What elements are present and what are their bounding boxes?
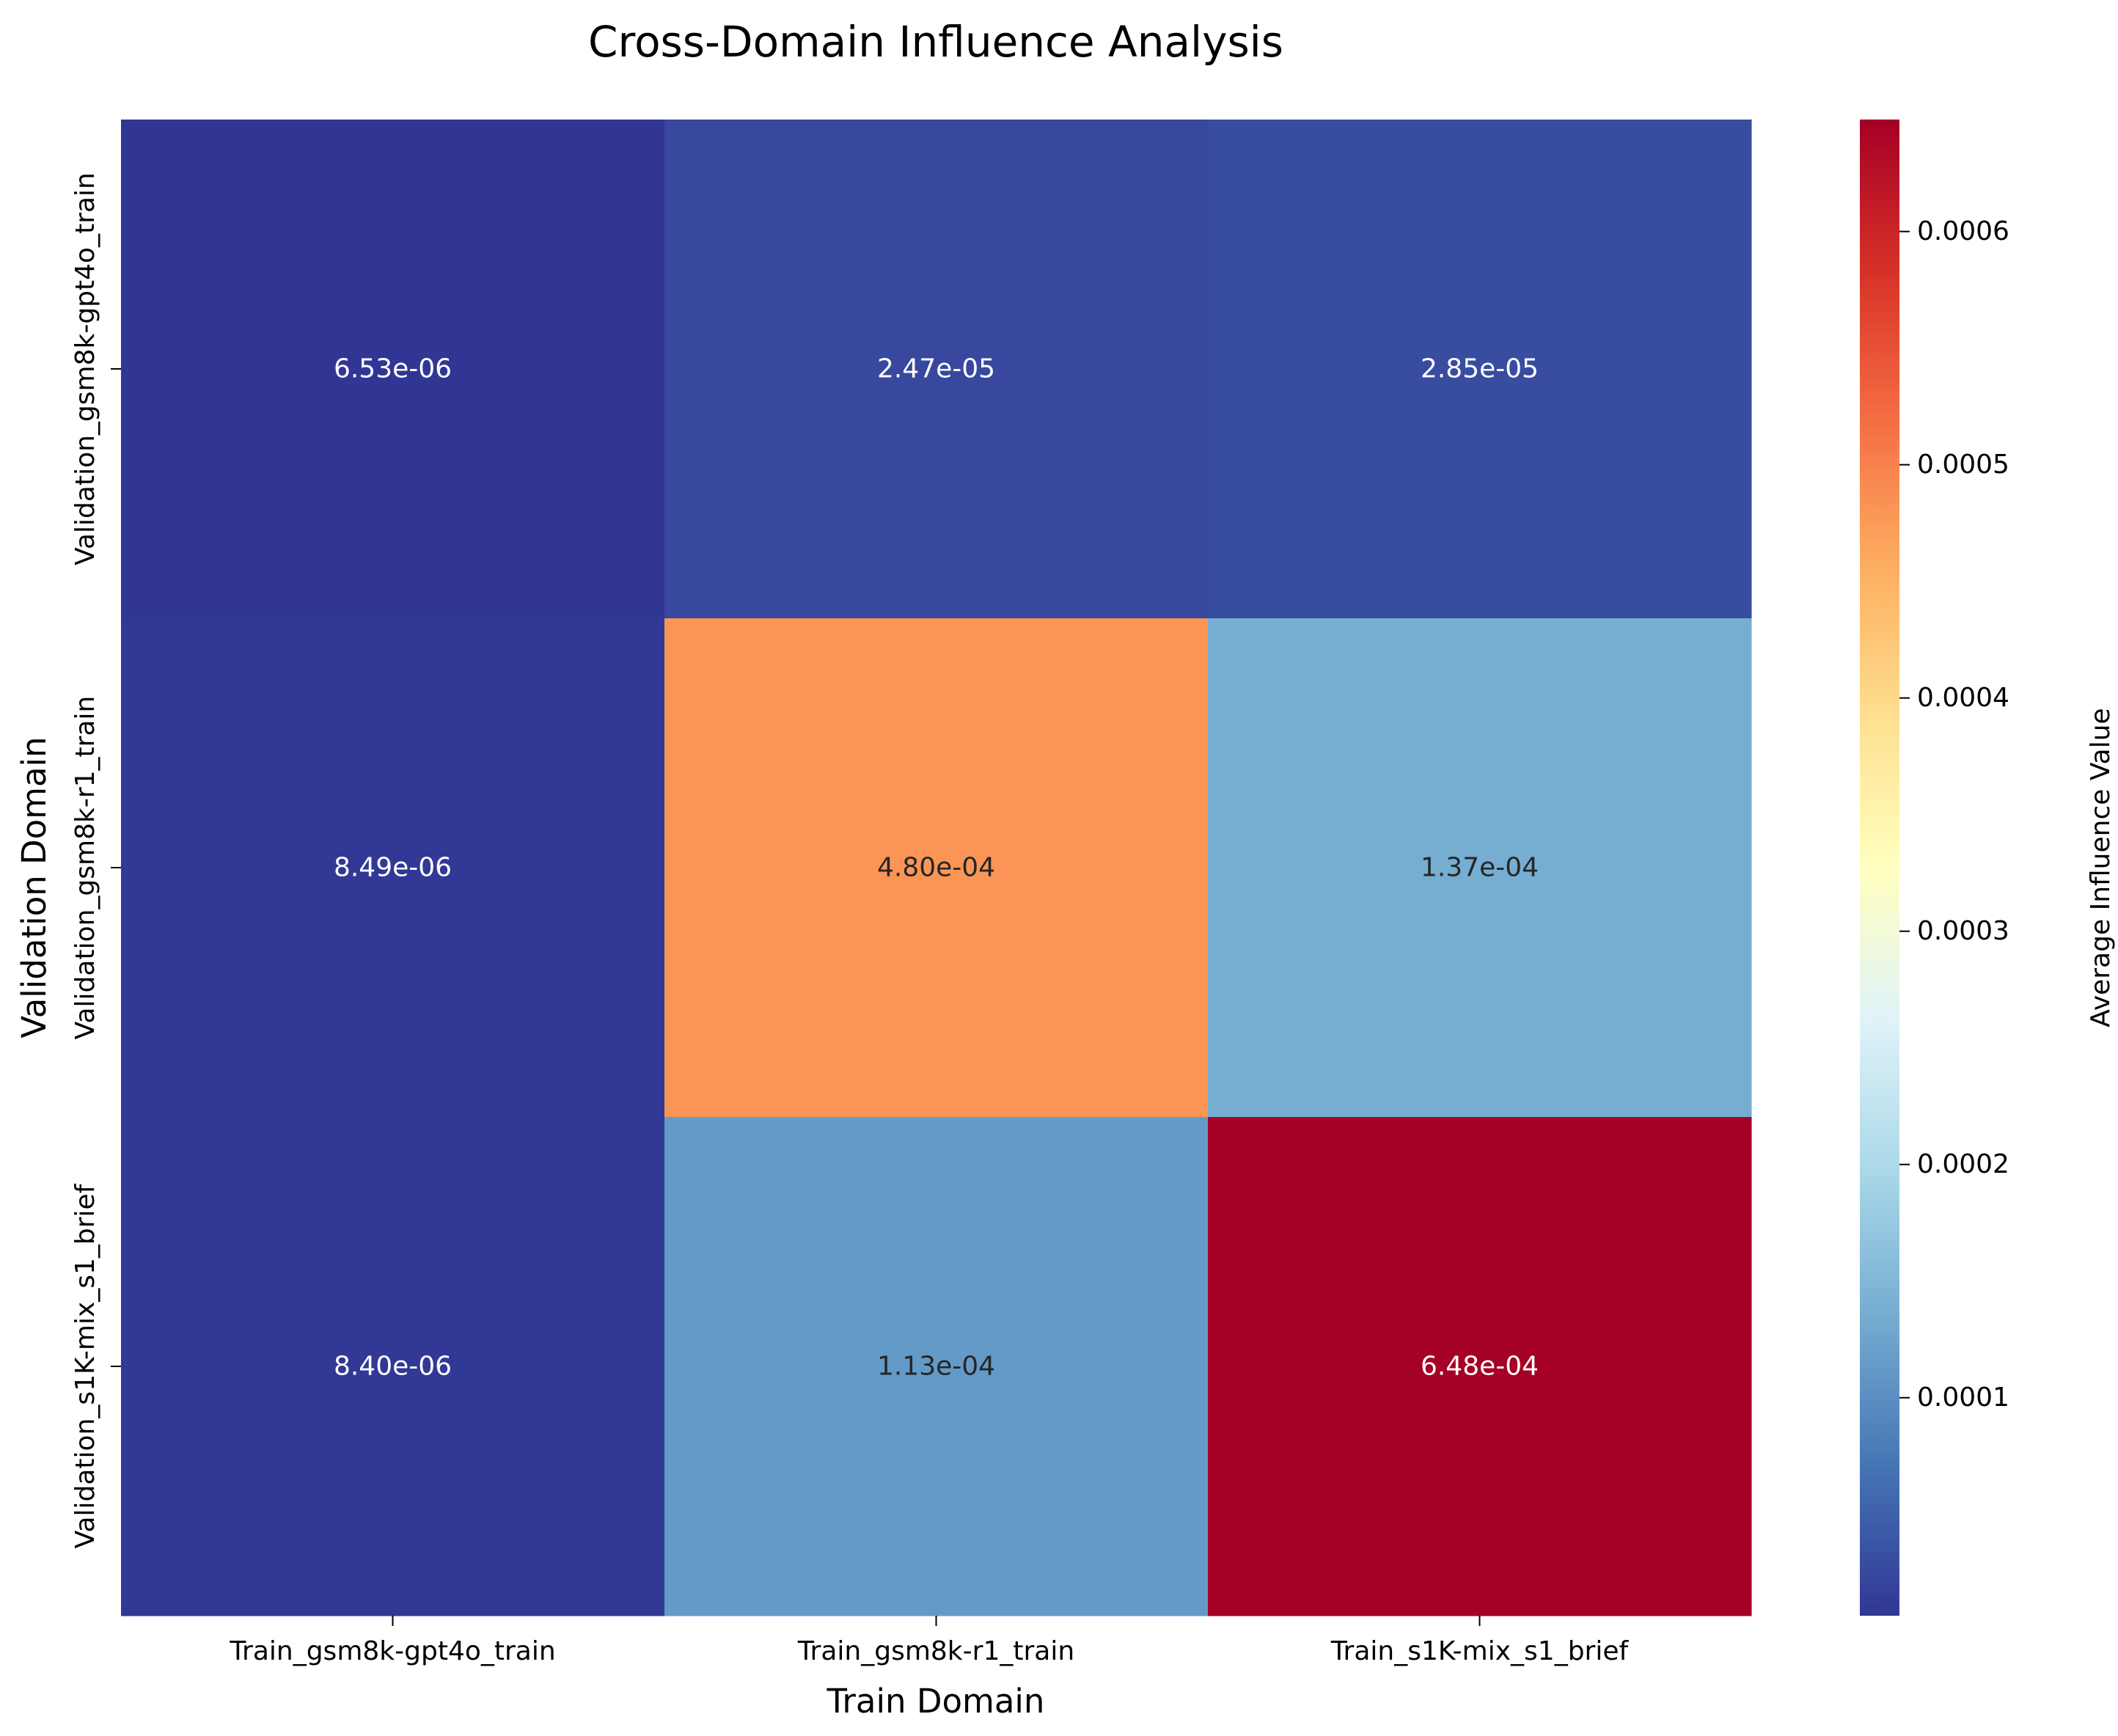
x-axis: Train_gsm8k-gpt4o_train Train_gsm8k-r1_tr…: [229, 1616, 1630, 1666]
y-axis-label: Validation Domain: [15, 736, 54, 1038]
x-tick-label: Train_s1K-mix_s1_brief: [1330, 1636, 1630, 1666]
heatmap-cell: [1208, 120, 1752, 619]
colorbar-tick-label: 0.0005: [1917, 450, 2009, 480]
x-tick-label: Train_gsm8k-r1_train: [797, 1636, 1074, 1666]
colorbar-tick-label: 0.0003: [1917, 916, 2009, 946]
heatmap-cell: [121, 618, 665, 1118]
cell-value-label: 1.13e-04: [877, 1352, 995, 1382]
heatmap-cell: [664, 618, 1209, 1118]
cell-value-label: 6.48e-04: [1421, 1352, 1539, 1382]
cell-value-label: 4.80e-04: [877, 853, 995, 883]
colorbar-tick-label: 0.0006: [1917, 216, 2009, 246]
cell-value-label: 2.47e-05: [877, 354, 995, 384]
heatmap-cells: [121, 120, 1752, 1616]
cell-value-label: 2.85e-05: [1421, 354, 1539, 384]
heatmap-cell: [121, 120, 665, 619]
x-tick-label: Train_gsm8k-gpt4o_train: [229, 1636, 555, 1666]
heatmap-cell: [1208, 1117, 1752, 1616]
colorbar-tick-label: 0.0001: [1917, 1382, 2009, 1413]
cell-value-label: 6.53e-06: [334, 354, 452, 384]
heatmap-cell-labels: 6.53e-06 2.47e-05 2.85e-05 8.49e-06 4.80e-04…: [334, 354, 1539, 1382]
y-tick-label: Validation_gsm8k-gpt4o_train: [70, 172, 100, 565]
colorbar-tick-label: 0.0002: [1917, 1149, 2009, 1179]
y-tick-label: Validation_s1K-mix_s1_brief: [70, 1183, 100, 1548]
heatmap-cell: [1208, 618, 1752, 1118]
y-tick-label: Validation_gsm8k-r1_train: [70, 696, 100, 1040]
chart-title: Cross-Domain Influence Analysis: [588, 17, 1283, 67]
heatmap-cell: [664, 120, 1209, 619]
colorbar-ticks: 0.0001 0.0002 0.0003 0.0004 0.0005 0.0006: [1899, 216, 2009, 1413]
cell-value-label: 1.37e-04: [1421, 853, 1539, 883]
heatmap-cell: [121, 1117, 665, 1616]
cell-value-label: 8.40e-06: [334, 1352, 452, 1382]
y-axis: Validation_gsm8k-gpt4o_train Validation_g…: [70, 172, 121, 1548]
colorbar-label: Average Influence Value: [2086, 708, 2116, 1027]
colorbar-tick-label: 0.0004: [1917, 683, 2009, 713]
heatmap-cell: [664, 1117, 1209, 1616]
colorbar-gradient: [1860, 120, 1899, 1616]
colorbar: 0.0001 0.0002 0.0003 0.0004 0.0005 0.0006 Ave…: [1860, 120, 2116, 1616]
cell-value-label: 8.49e-06: [334, 853, 452, 883]
x-axis-label: Train Domain: [827, 1682, 1045, 1721]
